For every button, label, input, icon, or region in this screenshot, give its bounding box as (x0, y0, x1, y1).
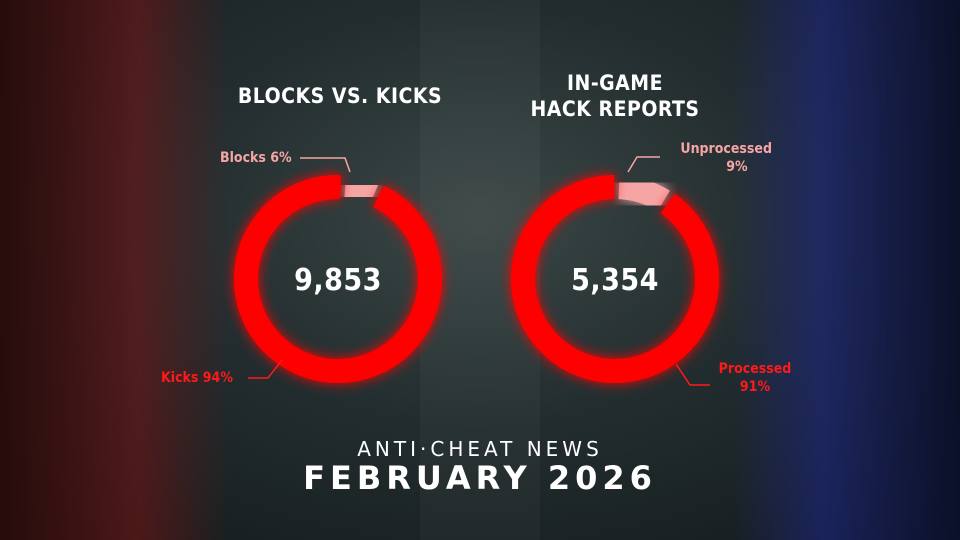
leader-blocks (300, 157, 351, 173)
donut-slice-unprocessed (618, 175, 670, 212)
label-unprocessed-pct: 9% (726, 159, 748, 175)
label-processed: Processed 91% (710, 360, 800, 396)
donut-slice-processed (511, 175, 719, 383)
character-art-right (730, 0, 960, 540)
chart2-title-line2: HACK REPORTS (530, 97, 700, 121)
chart2-title: IN-GAME HACK REPORTS (500, 70, 730, 122)
chart1-total: 9,853 (294, 263, 382, 298)
label-unprocessed-name: Unprocessed (680, 141, 772, 157)
character-art-left (0, 0, 230, 540)
leader-kicks (248, 359, 283, 379)
leader-unprocessed (627, 156, 660, 173)
chart1-title: BLOCKS VS. KICKS (237, 84, 443, 108)
label-kicks: Kicks 94% (161, 370, 233, 386)
chart2-title-line1: IN-GAME (566, 71, 664, 95)
donut-slice-kicks (234, 175, 442, 383)
leader-processed (675, 363, 710, 386)
label-processed-pct: 91% (739, 379, 771, 395)
footer-date: FEBRUARY 2026 (303, 459, 657, 497)
chart2-total: 5,354 (571, 263, 659, 298)
label-processed-name: Processed (718, 361, 792, 377)
label-blocks: Blocks 6% (220, 150, 292, 166)
label-unprocessed: Unprocessed 9% (672, 140, 772, 176)
footer-subtitle: ANTI·CHEAT NEWS (357, 437, 603, 461)
donut-slice-blocks (343, 175, 379, 206)
